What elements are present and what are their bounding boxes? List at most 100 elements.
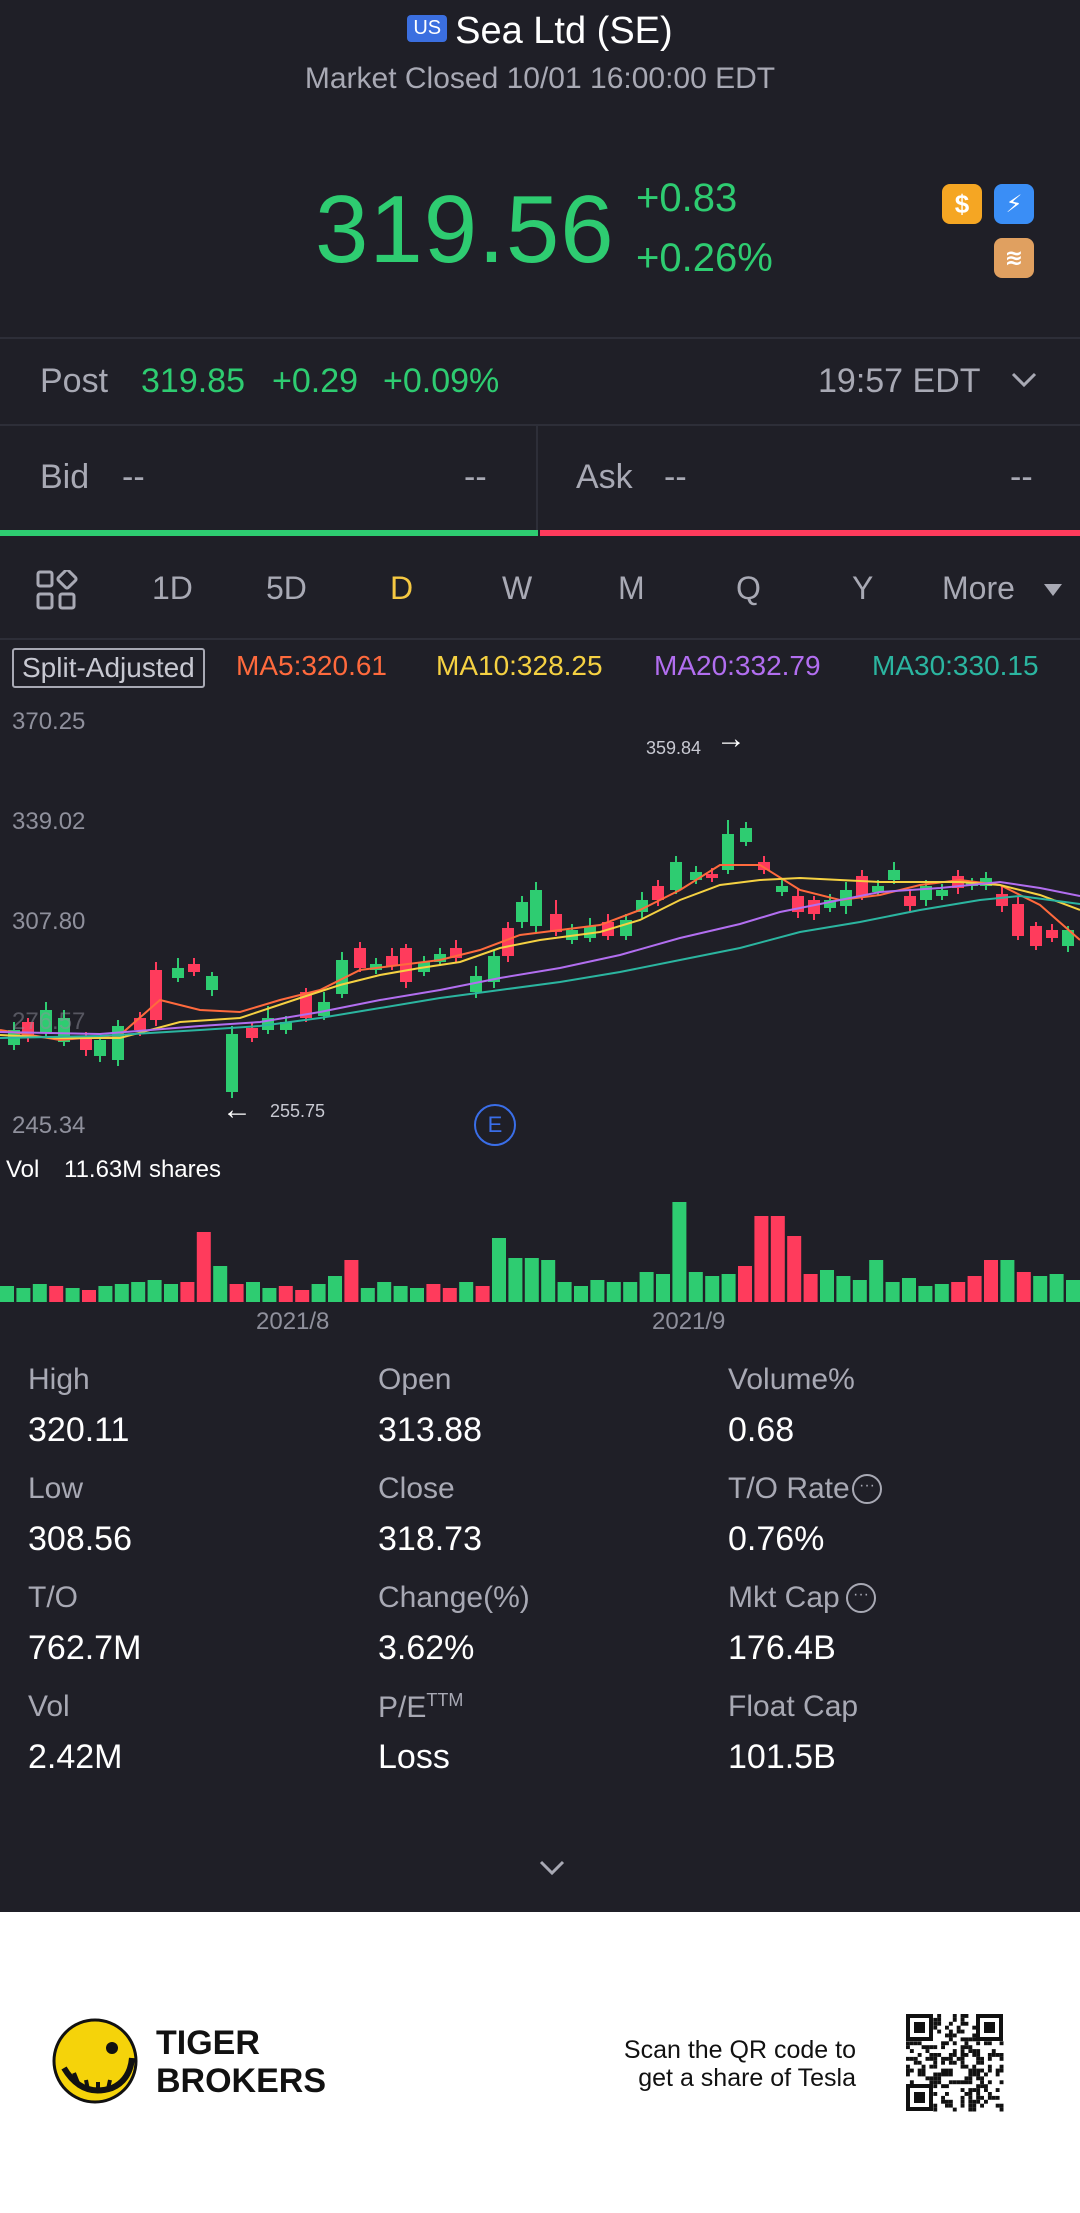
more-info-icon[interactable]: ··· (846, 1583, 876, 1613)
qr-module (913, 2060, 918, 2065)
split-adjusted-button[interactable]: Split-Adjusted (12, 648, 205, 688)
qr-finder (906, 2084, 933, 2111)
qr-module (980, 2095, 984, 2100)
qr-module (999, 2053, 1004, 2057)
volume-bar (65, 1288, 80, 1302)
volume-bar (49, 1286, 64, 1302)
qr-module (906, 2045, 910, 2050)
candle-body (904, 896, 916, 906)
qr-module (945, 2103, 949, 2108)
volume-bar (442, 1288, 457, 1302)
qr-module (941, 2084, 945, 2089)
volume-bar (557, 1282, 572, 1302)
qr-module (906, 2056, 910, 2061)
post-market-row[interactable]: Post 319.85 +0.29 +0.09% 19:57 EDT (0, 338, 1080, 426)
qr-module (960, 2056, 965, 2061)
volume-bar (656, 1274, 670, 1302)
qr-module (972, 2037, 977, 2042)
qr-module (960, 2088, 965, 2092)
volume-bar (246, 1282, 260, 1302)
stock-name: Sea Ltd (SE) (455, 10, 673, 52)
tab-d[interactable]: D (390, 570, 414, 606)
qr-module (937, 2017, 942, 2022)
qr-module (917, 2060, 922, 2065)
volume-bar (508, 1258, 523, 1302)
candle-body (936, 890, 948, 896)
candlestick-chart[interactable] (0, 700, 1080, 1140)
candle-body (670, 862, 682, 890)
qr-module (972, 2025, 977, 2030)
layers-icon[interactable]: ≋ (994, 238, 1034, 278)
arrow-right-icon: → (716, 722, 746, 755)
qr-module (968, 2088, 973, 2092)
qr-module (921, 2068, 926, 2073)
stat-value-pe: Loss (378, 1738, 450, 1776)
qr-module (921, 2045, 926, 2050)
qr-module (964, 2037, 969, 2042)
qr-module (976, 2053, 981, 2057)
qr-module (952, 2080, 957, 2085)
volume-bar (836, 1276, 851, 1302)
qr-module (987, 2064, 992, 2069)
qr-module (937, 2021, 942, 2026)
layout-grid-icon[interactable] (36, 570, 78, 612)
qr-module (933, 2107, 938, 2112)
qr-module (929, 2056, 934, 2061)
qr-module (941, 2099, 945, 2104)
dollar-icon[interactable]: $ (942, 184, 982, 224)
tab-q[interactable]: Q (736, 570, 761, 606)
moving-average-line (0, 894, 1080, 1039)
qr-module (945, 2025, 949, 2030)
qr-module (925, 2056, 930, 2061)
volume-label: Vol (6, 1156, 40, 1183)
candle-body (94, 1040, 106, 1056)
y-axis-label: 339.02 (12, 808, 86, 835)
qr-module (995, 2072, 1000, 2077)
qr-module (984, 2088, 988, 2092)
promo-line1: Scan the QR code to (623, 2036, 856, 2064)
expand-chevron-icon[interactable] (538, 1858, 566, 1878)
qr-module (917, 2072, 922, 2077)
volume-bar (32, 1284, 47, 1302)
tab-1d[interactable]: 1D (152, 570, 193, 606)
volume-bar (360, 1288, 375, 1302)
volume-bar (820, 1270, 834, 1302)
stat-label-close: Close (378, 1472, 455, 1505)
qr-module (933, 2092, 938, 2096)
tab-w[interactable]: W (502, 570, 533, 606)
qr-module (909, 2056, 914, 2061)
volume-bar (82, 1290, 96, 1302)
volume-bar (787, 1236, 802, 1302)
candle-body (652, 886, 664, 900)
earnings-marker[interactable]: E (474, 1104, 516, 1146)
qr-module (960, 2049, 965, 2053)
bid-panel: Bid -- -- (0, 426, 536, 532)
qr-module (968, 2045, 973, 2050)
volume-bar (311, 1284, 326, 1302)
qr-module (968, 2099, 973, 2104)
tab-5d[interactable]: 5D (266, 570, 307, 606)
more-info-icon[interactable]: ··· (852, 1474, 882, 1504)
tab-y[interactable]: Y (852, 570, 874, 606)
candle-body (824, 900, 836, 908)
post-label: Post (40, 362, 109, 400)
candle-body (112, 1026, 124, 1060)
candle-body (206, 976, 218, 990)
lightning-icon[interactable]: ⚡ (994, 184, 1034, 224)
dropdown-arrow-icon[interactable] (1044, 584, 1062, 598)
tab-m[interactable]: M (618, 570, 645, 606)
volume-chart[interactable] (0, 1186, 1080, 1302)
qr-module (964, 2045, 969, 2050)
qr-module (968, 2076, 973, 2081)
moving-average-line (0, 864, 1080, 1042)
qr-module (999, 2041, 1004, 2046)
ask-panel: Ask -- -- (540, 426, 1080, 532)
ask-price: -- (664, 458, 687, 496)
chevron-down-icon[interactable] (1010, 370, 1038, 390)
moving-average-legend: Split-Adjusted MA5:320.61 MA10:328.25 MA… (0, 648, 1080, 694)
volume-bar (984, 1260, 998, 1302)
qr-finder (976, 2014, 1003, 2041)
qr-module (987, 2092, 992, 2096)
stat-value-low: 308.56 (28, 1520, 132, 1558)
tab-more[interactable]: More (942, 570, 1015, 606)
